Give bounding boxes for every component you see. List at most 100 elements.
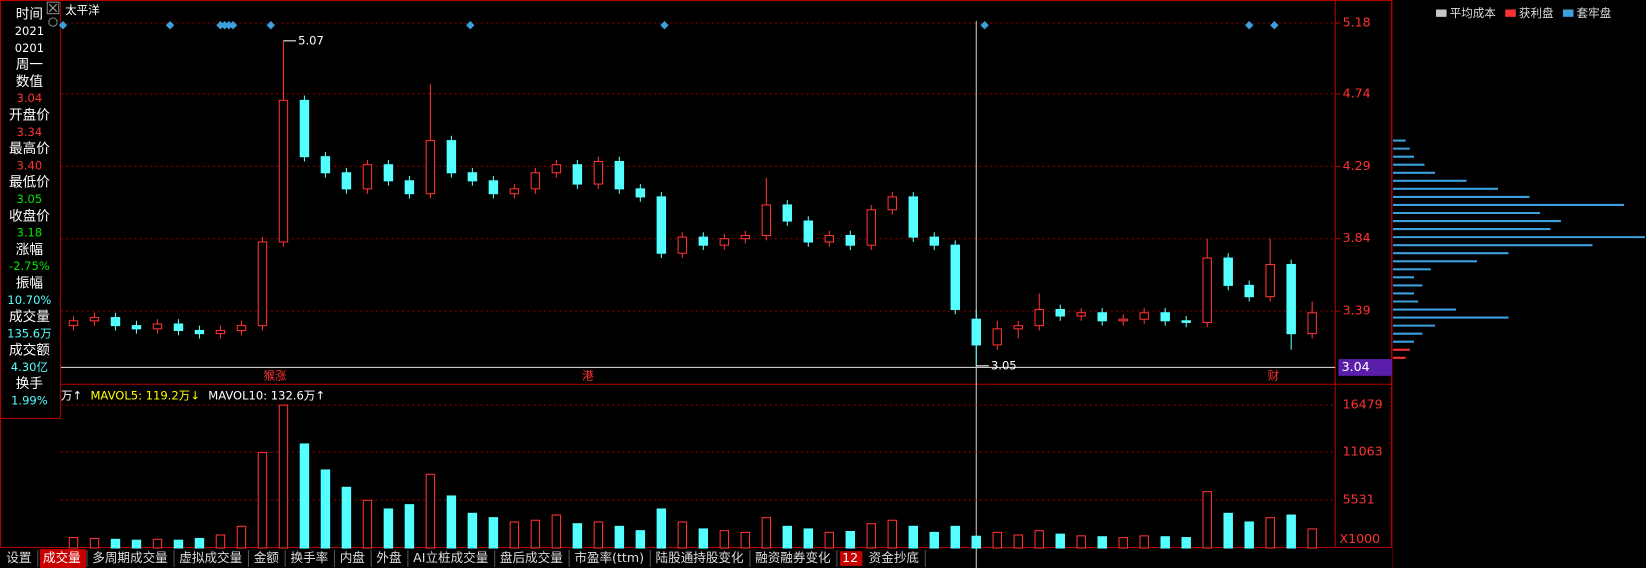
info-label: 最低价 — [9, 175, 50, 191]
volume-bar — [236, 525, 247, 549]
candle-body — [1244, 284, 1254, 298]
volume-bar — [1265, 517, 1275, 549]
volume-bar — [509, 521, 520, 549]
volume-bar — [530, 519, 541, 549]
candle-body — [761, 204, 772, 237]
volume-bar — [152, 538, 163, 549]
candle-body — [194, 329, 205, 335]
tab[interactable]: 12 — [842, 550, 858, 565]
volume-bar — [404, 504, 415, 549]
tab[interactable]: 虚拟成交量 — [179, 550, 242, 565]
volume-bar — [761, 517, 772, 549]
y-tick-label: 3.39 — [1343, 303, 1371, 318]
candle-body — [740, 234, 751, 240]
volume-bar — [719, 530, 730, 549]
candle-body — [929, 236, 939, 246]
candle-body — [1202, 257, 1212, 323]
tab[interactable]: AI立桩成交量 — [413, 550, 488, 565]
volume-bar — [1160, 536, 1170, 549]
candle-body — [1181, 320, 1191, 323]
candle-body — [950, 244, 960, 311]
volume-bar — [656, 508, 667, 549]
info-label: 最高价 — [9, 140, 50, 157]
info-panel — [0, 0, 61, 419]
tab[interactable]: 内盘 — [340, 550, 366, 565]
candle-body — [509, 188, 520, 195]
candle-body — [89, 317, 100, 322]
event-label: 财 — [1268, 368, 1280, 382]
candle-body — [446, 140, 457, 174]
tab[interactable]: 金额 — [254, 550, 280, 565]
max-label: 5.07 — [298, 33, 324, 47]
volume-bar — [278, 404, 289, 549]
info-value: 3.04 — [17, 91, 43, 105]
info-value: 3.05 — [17, 192, 43, 206]
volume-bar — [173, 539, 184, 549]
candle-body — [614, 160, 625, 190]
volume-bar — [362, 499, 373, 549]
candle-body — [404, 180, 415, 195]
tab[interactable]: 融资融券变化 — [755, 550, 831, 565]
volume-bar — [992, 531, 1002, 549]
y-tick-label: 4.29 — [1343, 158, 1371, 173]
candle-body — [278, 99, 289, 243]
volume-bar — [887, 519, 898, 549]
y-tick-label: 5531 — [1343, 492, 1375, 507]
info-label: 振幅 — [16, 275, 43, 291]
volume-bar — [740, 531, 751, 549]
volume-bar — [1139, 535, 1149, 549]
volume-bar — [320, 469, 331, 549]
info-value: 135.6万 — [7, 326, 52, 340]
volume-bar — [593, 521, 604, 549]
info-label: 成交额 — [9, 342, 50, 359]
candle-body — [152, 323, 163, 330]
volume-bar — [824, 531, 835, 549]
candle-body — [1097, 312, 1107, 322]
tab-active — [39, 549, 86, 568]
info-value: -2.75% — [9, 259, 50, 273]
tab[interactable]: 外盘 — [376, 550, 402, 565]
volume-bar — [908, 525, 919, 549]
info-label: 时间 — [16, 7, 43, 23]
y-tick-label: 16479 — [1343, 397, 1383, 412]
tab[interactable]: 资金抄底 — [869, 550, 920, 565]
tab[interactable]: 市盈率(ttm) — [574, 550, 644, 565]
tab[interactable]: 盘后成交量 — [500, 550, 563, 565]
close-icon — [48, 3, 58, 12]
info-value: 2021 — [15, 24, 44, 38]
legend-label: 获利盘 — [1519, 6, 1554, 20]
candle-body — [467, 172, 478, 182]
info-value: 10.70% — [7, 293, 51, 307]
settings-icon[interactable] — [48, 17, 58, 27]
tab[interactable]: 成交量 — [43, 550, 81, 565]
volume-bar — [1244, 521, 1254, 549]
candle-body — [656, 196, 667, 254]
close-button[interactable] — [46, 1, 60, 15]
volume-bar — [383, 508, 394, 549]
info-label: 换手 — [16, 375, 43, 392]
tab[interactable]: 多周期成交量 — [92, 550, 167, 565]
candle-body — [572, 164, 583, 185]
info-value: 周一 — [16, 57, 44, 73]
info-label: 开盘价 — [9, 107, 50, 124]
tab-bar — [0, 548, 1392, 568]
volume-bar — [950, 525, 960, 549]
info-label: 数值 — [16, 74, 44, 90]
signal-marker — [1270, 21, 1279, 30]
volume-bar — [1097, 536, 1107, 549]
signal-marker — [1244, 21, 1254, 30]
candle-body — [866, 209, 877, 246]
candle-body — [68, 320, 79, 327]
tab[interactable]: 设置 — [6, 550, 31, 565]
candle-body — [677, 236, 688, 254]
candle-body — [1286, 263, 1296, 335]
tab[interactable]: 换手率 — [290, 550, 328, 565]
candle-body — [299, 99, 310, 158]
candle-body — [635, 188, 646, 198]
tab[interactable]: 陆股通持股变化 — [656, 550, 744, 565]
info-value: 0201 — [15, 41, 44, 55]
volume-bar — [572, 523, 583, 549]
candle-body — [698, 236, 709, 246]
candle-body — [845, 234, 856, 246]
